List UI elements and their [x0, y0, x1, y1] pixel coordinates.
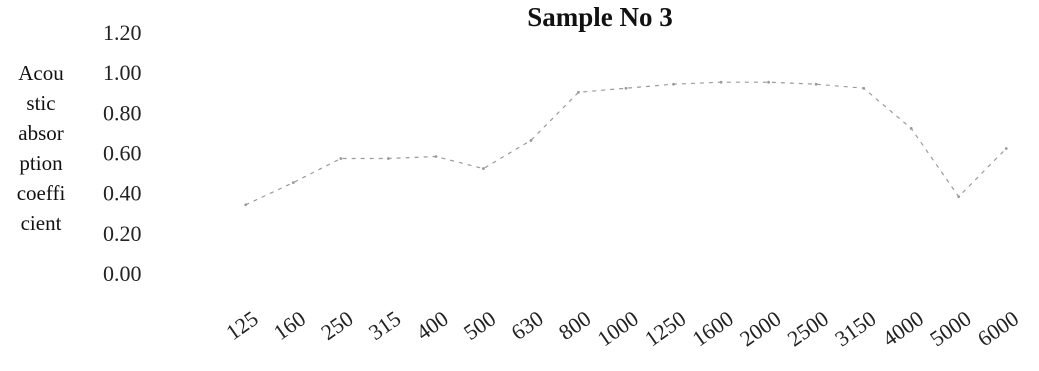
x-tick-label: 3150: [830, 306, 880, 352]
x-tick-label: 2000: [735, 306, 785, 352]
data-point: [339, 157, 343, 160]
data-point: [957, 195, 961, 199]
x-tick-label: 630: [506, 306, 547, 345]
data-point: [577, 90, 580, 94]
x-tick-label: 500: [459, 306, 500, 345]
x-tick-label: 6000: [973, 306, 1023, 352]
x-tick-label: 2500: [783, 306, 833, 352]
data-point: [767, 80, 770, 84]
y-axis-label-line: coeffi: [16, 181, 66, 205]
y-axis-ticks: 0.00 0.20 0.40 0.60 0.80 1.00 1.20: [103, 20, 142, 286]
data-point: [482, 167, 485, 170]
x-tick-label: 400: [411, 306, 452, 345]
data-point: [244, 203, 248, 207]
y-tick-label: 0.60: [103, 141, 142, 166]
y-tick-label: 0.80: [103, 100, 142, 125]
data-point: [1004, 147, 1008, 150]
y-axis-label: Acou stic absor ption coeffi cient: [2, 58, 80, 238]
data-point: [862, 86, 866, 90]
data-point: [386, 157, 390, 160]
data-point: [909, 126, 913, 130]
y-axis-label-line: absor: [18, 121, 64, 145]
x-tick-label: 125: [221, 306, 262, 345]
y-tick-label: 1.00: [103, 60, 142, 85]
y-axis-label-line: ption: [19, 151, 63, 175]
data-point: [529, 139, 533, 142]
y-axis-label-line: Acou: [18, 61, 64, 85]
series-group: [244, 80, 1008, 207]
x-tick-label: 800: [554, 306, 595, 345]
data-point: [291, 181, 295, 185]
y-tick-label: 0.20: [103, 221, 142, 246]
y-axis-label-line: stic: [26, 91, 56, 115]
y-axis-label-line: cient: [20, 211, 62, 235]
x-tick-label: 1250: [640, 306, 690, 352]
x-tick-label: 5000: [925, 306, 975, 352]
data-point: [434, 155, 438, 158]
x-axis-ticks: 125 160 250 315 400 500 630 8001000125016002000…: [221, 306, 1023, 352]
y-tick-label: 1.20: [103, 20, 142, 45]
x-tick-label: 315: [364, 306, 405, 345]
x-tick-label: 160: [269, 306, 310, 345]
x-tick-label: 1600: [688, 306, 738, 352]
chart-title: Sample No 3: [527, 2, 673, 32]
y-tick-label: 0.40: [103, 181, 142, 206]
y-tick-label: 0.00: [103, 261, 142, 286]
x-tick-label: 1000: [592, 306, 642, 352]
x-tick-label: 4000: [878, 306, 928, 352]
x-tick-label: 250: [316, 306, 357, 345]
data-point: [672, 82, 675, 86]
data-point: [719, 80, 723, 84]
series-line: [245, 81, 1007, 206]
data-point: [624, 86, 628, 90]
data-point: [814, 82, 818, 86]
